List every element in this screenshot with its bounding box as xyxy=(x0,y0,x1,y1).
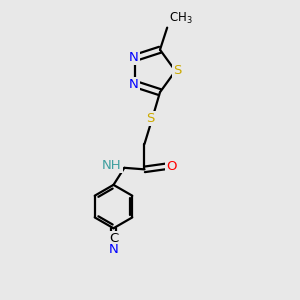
Text: O: O xyxy=(166,160,177,173)
Text: S: S xyxy=(146,112,155,125)
Text: N: N xyxy=(109,243,118,256)
Text: NH: NH xyxy=(102,159,122,172)
Text: S: S xyxy=(173,64,182,77)
Text: N: N xyxy=(129,51,139,64)
Text: C: C xyxy=(109,232,118,245)
Text: CH$_3$: CH$_3$ xyxy=(169,11,192,26)
Text: N: N xyxy=(129,78,139,91)
